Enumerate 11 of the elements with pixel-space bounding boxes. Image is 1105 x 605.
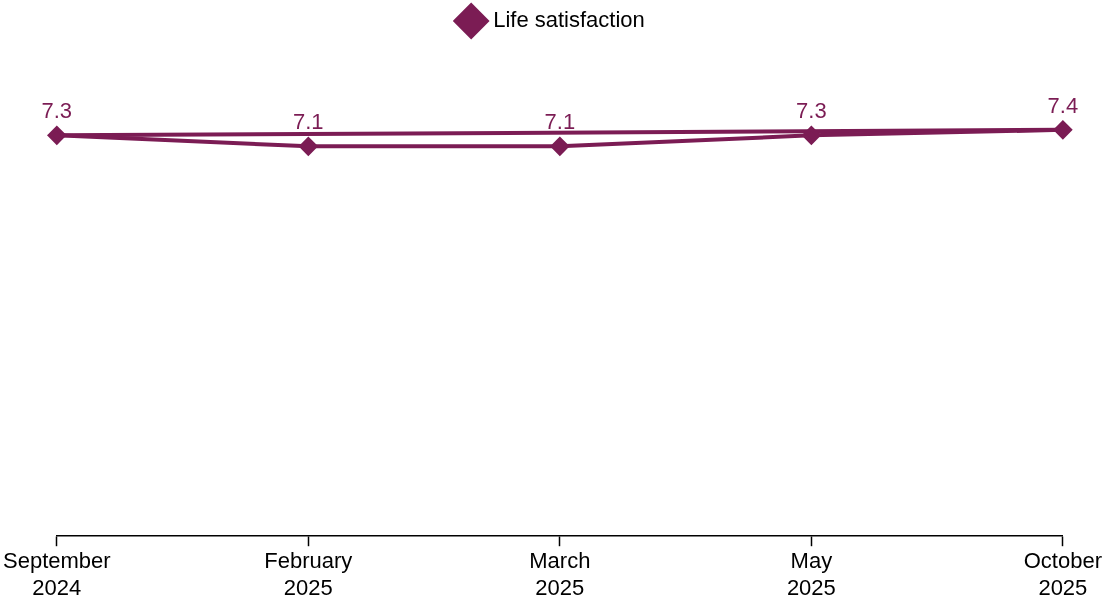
x-tick-label: October 2025 <box>1023 548 1102 600</box>
data-label: 7.4 <box>1047 92 1079 118</box>
data-label: 7.3 <box>41 98 73 124</box>
x-tick-label: February 2025 <box>264 548 353 600</box>
data-label: 7.3 <box>796 98 827 124</box>
data-label: 7.1 <box>293 109 324 135</box>
x-tick-label: March 2025 <box>529 548 591 600</box>
x-tick-label: May 2025 <box>786 548 836 600</box>
data-label: 7.1 <box>544 109 576 135</box>
legend-label: Life satisfaction <box>493 7 645 33</box>
x-tick-label: September 2024 <box>3 548 111 600</box>
